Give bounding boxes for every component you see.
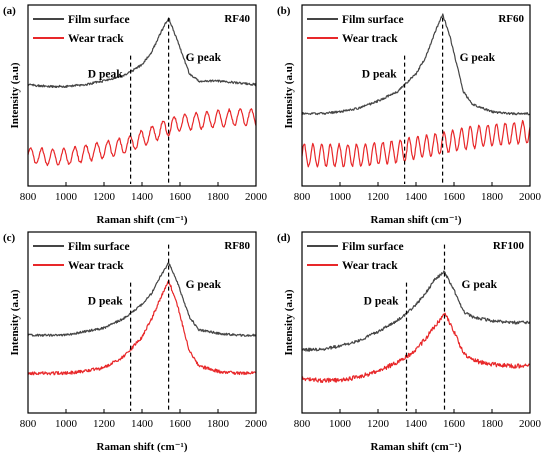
y-axis-title: Intensity (a.u) (283, 289, 295, 355)
g-peak-label: G peak (462, 279, 498, 291)
sample-label: RF100 (493, 240, 525, 252)
x-tick-label: 1400 (405, 418, 428, 430)
x-tick-label: 1000 (55, 191, 78, 203)
x-tick-label: 1000 (329, 418, 352, 430)
film-surface-line (27, 18, 256, 89)
x-tick-label: 1800 (481, 418, 504, 430)
plot-frame (301, 231, 531, 414)
wear-track-line (27, 279, 257, 376)
x-axis-title: Raman shift (cm⁻¹) (97, 214, 188, 226)
panel-letter: (d) (277, 232, 291, 244)
d-peak-label: D peak (88, 295, 123, 307)
g-peak-label: G peak (186, 279, 222, 291)
wear-track-legend-label: Wear track (68, 260, 124, 272)
x-tick-label: 2000 (245, 191, 268, 203)
x-tick-label: 1400 (131, 418, 154, 430)
film-surface-line (301, 13, 531, 116)
x-tick-label: 1600 (169, 191, 192, 203)
wear-track-legend-label: Wear track (342, 33, 398, 45)
x-tick-label: 1000 (329, 191, 352, 203)
x-tick-label: 1200 (367, 418, 390, 430)
film-surface-line (27, 262, 257, 337)
sample-label: RF40 (224, 13, 250, 25)
film-surface-legend-label: Film surface (342, 241, 404, 253)
panel-rf60: D peak G peak 800 1000 1200 1400 1600 1800 2000 R… (277, 4, 542, 226)
y-axis-title: Intensity (a.u) (9, 289, 21, 355)
d-peak-label: D peak (362, 68, 397, 80)
film-surface-legend-label: Film surface (342, 14, 404, 26)
x-tick-label: 1600 (169, 418, 192, 430)
d-peak-label: D peak (88, 68, 123, 80)
x-tick-label: 1400 (131, 191, 154, 203)
panel-rf80: D peak G peak 800 1000 1200 1400 1600 1800 2000 R… (3, 231, 268, 453)
panel-letter: (c) (3, 232, 16, 244)
plot-frame (27, 231, 257, 414)
x-tick-label: 1200 (93, 418, 116, 430)
x-tick-label: 800 (20, 418, 37, 430)
d-peak-label: D peak (364, 295, 399, 307)
y-axis-title: Intensity (a.u) (283, 62, 295, 128)
x-tick-label: 1200 (93, 191, 116, 203)
wear-track-line (27, 108, 257, 167)
panel-rf40: D peak G peak 800 1000 1200 1400 1600 1800 2000 R… (3, 4, 268, 226)
wear-track-legend-label: Wear track (68, 33, 124, 45)
x-tick-label: 1800 (207, 191, 230, 203)
wear-track-legend-label: Wear track (342, 260, 398, 272)
x-axis-title: Raman shift (cm⁻¹) (371, 214, 462, 226)
x-axis-title: Raman shift (cm⁻¹) (97, 441, 188, 453)
x-axis-title: Raman shift (cm⁻¹) (371, 441, 462, 453)
film-surface-line (301, 270, 531, 352)
x-tick-label: 1200 (367, 191, 390, 203)
x-tick-label: 2000 (519, 418, 542, 430)
x-tick-label: 800 (294, 418, 311, 430)
x-tick-label: 1800 (481, 191, 504, 203)
x-tick-label: 1600 (443, 191, 466, 203)
y-axis-title: Intensity (a.u) (9, 62, 21, 128)
wear-track-line (301, 312, 531, 383)
sample-label: RF60 (498, 13, 524, 25)
g-peak-label: G peak (460, 52, 496, 64)
sample-label: RF80 (224, 240, 250, 252)
plot-frame (27, 4, 257, 187)
film-surface-legend-label: Film surface (68, 14, 130, 26)
wear-track-line (301, 119, 531, 168)
panel-letter: (b) (277, 5, 291, 17)
film-surface-legend-label: Film surface (68, 241, 130, 253)
x-tick-label: 1600 (443, 418, 466, 430)
panel-rf100: D peak G peak 800 1000 1200 1400 1600 1800 2000 R… (277, 231, 542, 453)
x-tick-label: 2000 (245, 418, 268, 430)
x-tick-label: 1000 (55, 418, 78, 430)
x-tick-label: 800 (294, 191, 311, 203)
g-peak-label: G peak (186, 52, 222, 64)
panel-letter: (a) (3, 5, 16, 17)
x-tick-label: 1400 (405, 191, 428, 203)
x-tick-label: 2000 (519, 191, 542, 203)
x-tick-label: 800 (20, 191, 37, 203)
x-tick-label: 1800 (207, 418, 230, 430)
